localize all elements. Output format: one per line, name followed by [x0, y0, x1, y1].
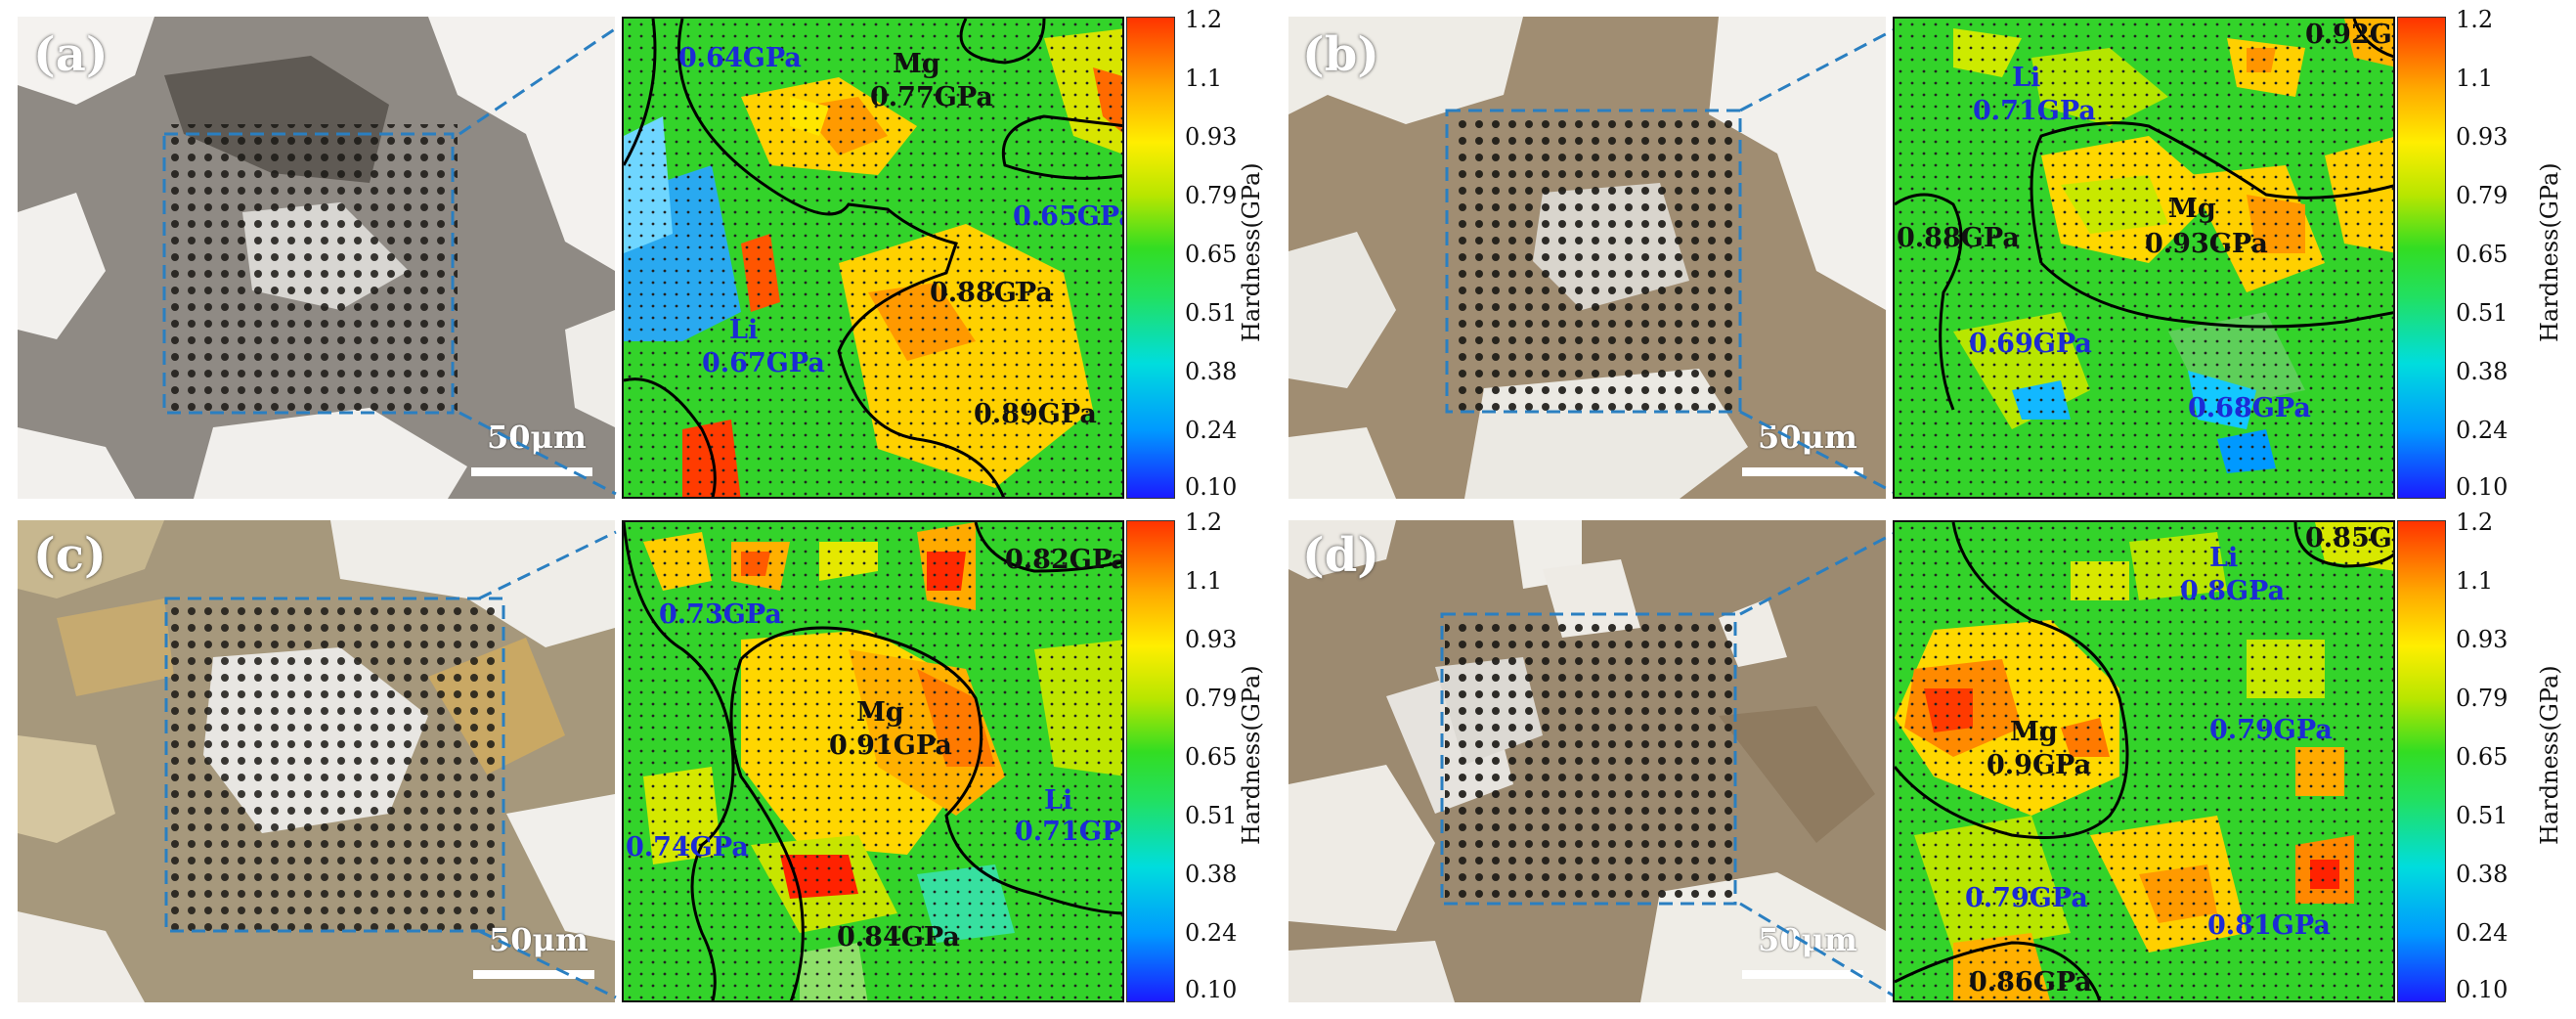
colorbar	[1126, 520, 1175, 1002]
panel-letter: (b)	[1302, 27, 1379, 82]
phase-label: 0.67GPa	[702, 348, 825, 378]
phase-label: 0.65GPa	[1013, 201, 1124, 232]
colorbar-tick: 0.79	[2456, 182, 2509, 209]
phase-label: 0.91GPa	[829, 731, 952, 761]
panel-letter: (c)	[33, 528, 107, 583]
phase-label: 0.85GPa	[2305, 523, 2393, 554]
colorbar-tick: 0.93	[1185, 626, 1238, 653]
colorbar-label: Hardness(GPa)	[1238, 162, 1265, 342]
scale-bar	[1742, 970, 1863, 979]
colorbar-tick: 1.1	[1185, 65, 1223, 92]
colorbar-tick: 0.38	[1185, 358, 1238, 385]
colorbar-tick: 0.24	[2456, 919, 2509, 947]
hardness-map-b: 0.92GPa Li 0.71GPa Mg 0.93GPa 0.88GPa 0.…	[1893, 17, 2395, 499]
colorbar-tick: 0.24	[2456, 417, 2509, 444]
phase-label: 0.77GPa	[870, 82, 993, 112]
phase-label: Mg	[2168, 194, 2216, 224]
colorbar-tick: 0.51	[2456, 802, 2509, 829]
colorbar-tick: 1.1	[2456, 567, 2494, 595]
colorbar-tick: 0.38	[2456, 358, 2509, 385]
phase-label: 0.71GPa	[1015, 817, 1122, 847]
phase-label: 0.79GPa	[2209, 715, 2333, 745]
phase-label: 0.88GPa	[1897, 223, 2020, 253]
zoom-connector	[478, 530, 617, 999]
colorbar-tick: 1.1	[1185, 567, 1223, 595]
zoom-connector	[458, 26, 617, 496]
colorbar-tick: 0.51	[1185, 802, 1238, 829]
colorbar-label: Hardness(GPa)	[2536, 162, 2563, 342]
colorbar-tick: 1.2	[1185, 509, 1223, 536]
scale-label: 50μm	[1758, 419, 1857, 456]
colorbar-tick: 0.93	[2456, 626, 2509, 653]
phase-label: 0.88GPa	[930, 278, 1053, 308]
phase-label: 0.92GPa	[2305, 20, 2393, 50]
phase-label: Mg	[2010, 717, 2058, 747]
phase-label: 0.8GPa	[2180, 576, 2286, 606]
phase-label: 0.74GPa	[626, 832, 749, 863]
scale-bar	[1742, 467, 1863, 476]
colorbar-tick: 0.65	[2456, 241, 2509, 268]
phase-label: 0.84GPa	[837, 922, 960, 953]
colorbar-tick: 0.38	[1185, 861, 1238, 888]
colorbar	[2397, 520, 2446, 1002]
colorbar-tick: 0.65	[1185, 241, 1238, 268]
phase-label: Li	[729, 315, 759, 345]
phase-label: 0.89GPa	[974, 399, 1097, 429]
phase-label: Li	[2209, 543, 2239, 573]
hardness-map-a: 0.64GPa Mg 0.77GPa 0.65GPa 0.88GPa Li 0.…	[622, 17, 1124, 499]
colorbar-tick: 0.24	[1185, 919, 1238, 947]
colorbar-tick: 1.2	[1185, 6, 1223, 33]
zoom-connector	[1739, 530, 1898, 999]
colorbar-tick: 0.65	[1185, 743, 1238, 771]
colorbar-label: Hardness(GPa)	[2536, 665, 2563, 845]
phase-label: Li	[2012, 63, 2041, 93]
colorbar-tick: 0.38	[2456, 861, 2509, 888]
micrograph-d	[1288, 520, 1886, 1002]
zoom-connector	[1739, 26, 1898, 496]
panel-letter: (d)	[1302, 528, 1379, 583]
colorbar-tick: 1.2	[2456, 6, 2494, 33]
colorbar-tick: 0.93	[1185, 123, 1238, 151]
phase-label: 0.71GPa	[1973, 96, 2096, 126]
colorbar-tick: 0.79	[1185, 685, 1238, 712]
colorbar-tick: 0.10	[2456, 976, 2509, 1003]
micrograph-b	[1288, 17, 1886, 499]
phase-label: 0.79GPa	[1965, 883, 2088, 913]
phase-label: 0.81GPa	[2207, 910, 2331, 941]
colorbar-tick: 0.93	[2456, 123, 2509, 151]
colorbar-tick: 0.51	[2456, 299, 2509, 327]
phase-label: Mg	[856, 697, 904, 728]
scale-label: 50μm	[489, 921, 589, 958]
colorbar-tick: 0.10	[1185, 473, 1238, 501]
hardness-map-d: 0.85GPa Li 0.8GPa Mg 0.9GPa 0.79GPa 0.79…	[1893, 520, 2395, 1002]
phase-label: 0.68GPa	[2188, 393, 2311, 423]
scale-bar	[473, 970, 594, 979]
colorbar-label: Hardness(GPa)	[1238, 665, 1265, 845]
phase-label: Li	[1044, 785, 1073, 816]
colorbar-tick: 0.65	[2456, 743, 2509, 771]
colorbar-tick: 0.51	[1185, 299, 1238, 327]
colorbar-tick: 0.10	[1185, 976, 1238, 1003]
colorbar	[1126, 17, 1175, 499]
colorbar-tick: 0.24	[1185, 417, 1238, 444]
colorbar-tick: 1.1	[2456, 65, 2494, 92]
scale-label: 50μm	[1758, 921, 1857, 958]
colorbar-tick: 0.79	[2456, 685, 2509, 712]
phase-label: 0.69GPa	[1969, 329, 2092, 359]
scale-bar	[471, 467, 592, 476]
phase-label: Mg	[893, 49, 940, 79]
micrograph-c	[18, 520, 615, 1002]
phase-label: 0.93GPa	[2145, 229, 2268, 259]
colorbar	[2397, 17, 2446, 499]
colorbar-tick: 0.79	[1185, 182, 1238, 209]
phase-label: 0.82GPa	[1005, 545, 1124, 575]
phase-label: 0.73GPa	[659, 599, 782, 630]
colorbar-tick: 1.2	[2456, 509, 2494, 536]
hardness-map-c: 0.82GPa 0.73GPa Mg 0.91GPa Li 0.71GPa 0.…	[622, 520, 1124, 1002]
phase-label: 0.86GPa	[1969, 967, 2092, 997]
phase-label: 0.64GPa	[678, 43, 802, 73]
phase-label: 0.9GPa	[1987, 750, 2092, 780]
colorbar-tick: 0.10	[2456, 473, 2509, 501]
panel-letter: (a)	[33, 27, 109, 82]
